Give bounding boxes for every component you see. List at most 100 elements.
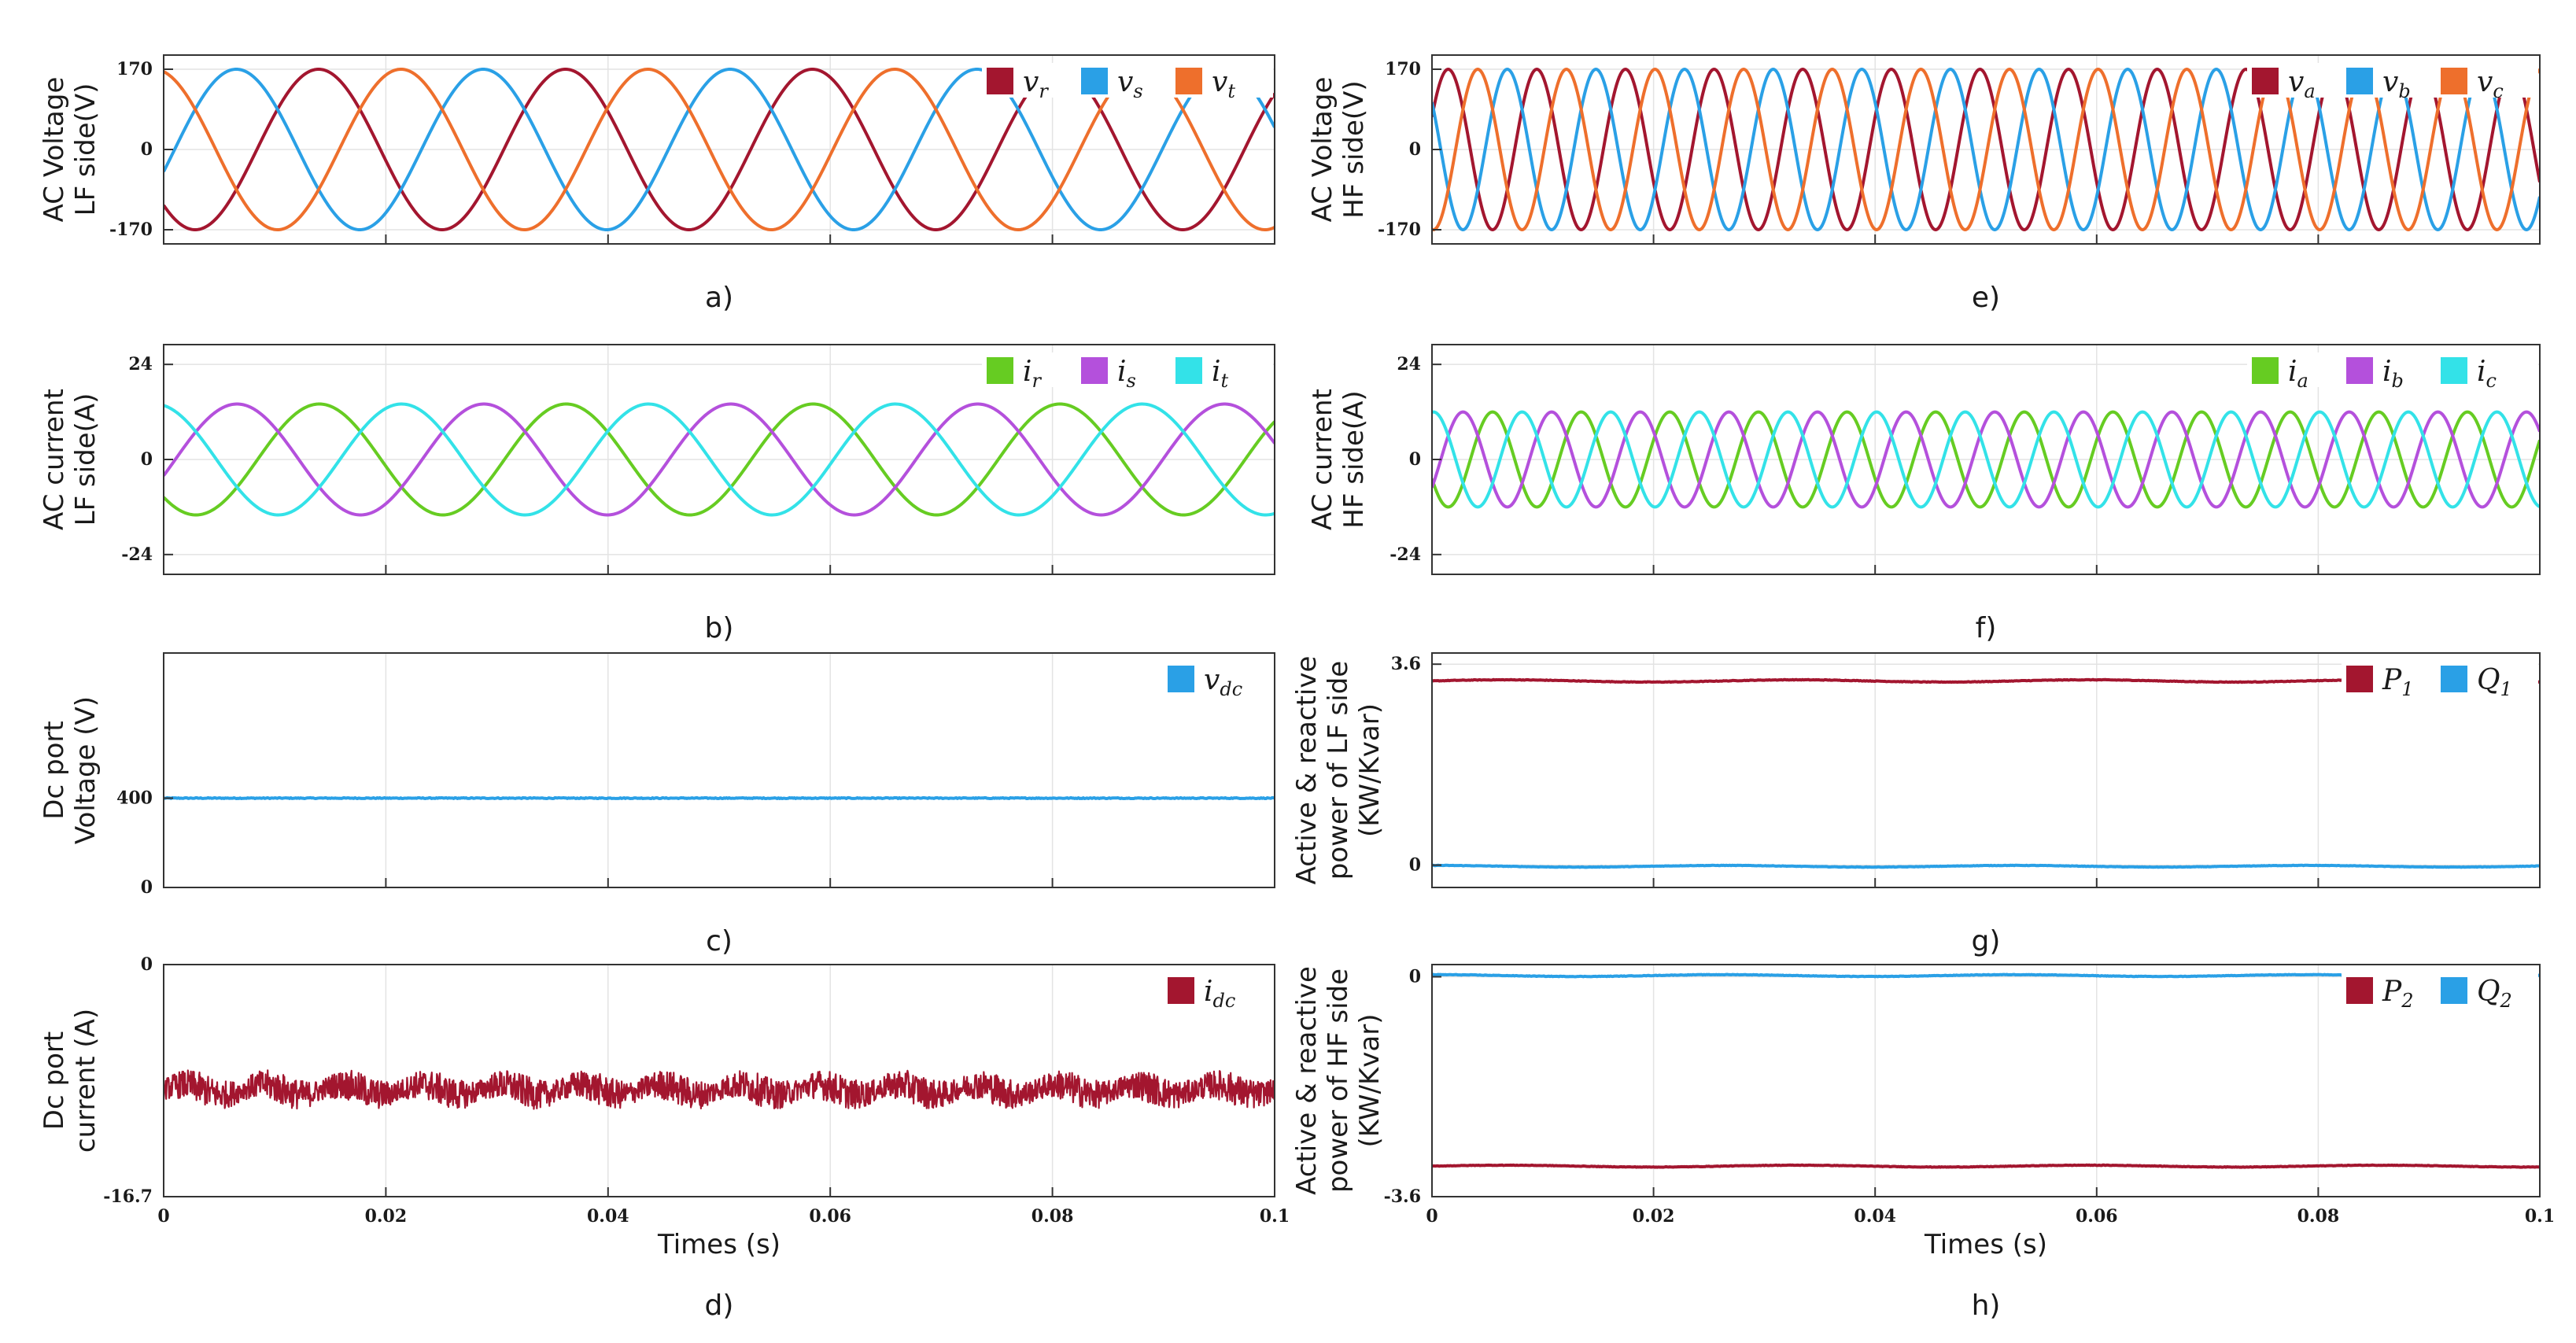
- caption-c: c): [706, 925, 733, 957]
- axes-frame-h: [1431, 964, 2541, 1197]
- legend-g: P1 Q1: [2342, 661, 2538, 700]
- legend-label-v-t: vt: [1212, 66, 1235, 102]
- ylabel-f: AC currentHF side(A): [1307, 389, 1370, 530]
- ytick-label-h-1: 0: [1409, 967, 1421, 987]
- ylabel-line-b-0: AC current: [39, 389, 70, 530]
- legend-bg-h: [2342, 972, 2538, 1007]
- plot-area-c: [164, 653, 1275, 887]
- series-line-i-b: [1432, 410, 2540, 509]
- xtick-label-h-3: 0.06: [2076, 1206, 2118, 1227]
- xtick-label-h-1: 0.02: [1633, 1206, 1675, 1227]
- ylabel-c: Dc portVoltage (V): [39, 696, 101, 844]
- legend-label-i-b: ib: [2382, 356, 2404, 392]
- ylabel-line-h-1: power of HF side: [1323, 969, 1354, 1193]
- series-line-i-c: [1432, 410, 2540, 509]
- series-line-v-t: [164, 68, 1275, 231]
- legend-bg-a: [982, 63, 1273, 98]
- chart-b: -24 0 24 AC currentLF side(A) b) ir is it: [39, 344, 1275, 644]
- legend-label-v-b: vb: [2382, 66, 2411, 102]
- legend-swatch-i-t: [1175, 357, 1202, 384]
- chart-a: -170 0 170 AC VoltageLF side(V) a) vr vs vt: [39, 54, 1275, 314]
- series-group-f: [1432, 410, 2540, 509]
- series-line-v-s: [164, 68, 1275, 231]
- ylabel-g: Active & reactivepower of LF side(KW/Kva…: [1291, 656, 1386, 885]
- axes-frame-c: [163, 652, 1275, 888]
- legend-label-Q-1: Q1: [2477, 664, 2512, 700]
- legend-swatch-i-a: [2252, 357, 2279, 384]
- legend-bg-e: [2247, 63, 2538, 98]
- legend-swatch-i-b: [2346, 357, 2373, 384]
- ytick-label-g-1: 3.6: [1391, 654, 1421, 674]
- caption-d: d): [705, 1290, 734, 1322]
- legend-label-v-a: va: [2288, 66, 2316, 102]
- ylabel-line-g-1: power of LF side: [1323, 661, 1354, 880]
- legend-bg-g: [2342, 661, 2538, 695]
- ylabel-line-a-1: LF side(V): [70, 83, 101, 216]
- ylabel-b: AC currentLF side(A): [39, 389, 101, 530]
- legend-label-i-s: is: [1117, 356, 1136, 392]
- ylabel-line-a-0: AC Voltage: [39, 77, 70, 223]
- legend-swatch-Q-1: [2441, 666, 2467, 692]
- chart-e: -170 0 170 AC VoltageHF side(V) e) va vb vc: [1307, 54, 2541, 314]
- ylabel-line-f-1: HF side(A): [1338, 390, 1370, 528]
- legend-b: ir is it: [982, 352, 1273, 392]
- xtick-label-d-4: 0.08: [1032, 1206, 1074, 1227]
- ytick-label-a-0: -170: [109, 220, 153, 240]
- legend-swatch-i-c: [2441, 357, 2467, 384]
- caption-e: e): [1972, 282, 2000, 314]
- ytick-label-e-1: 0: [1409, 139, 1421, 160]
- ytick-label-c-0: 0: [141, 877, 153, 898]
- ylabel-line-f-0: AC current: [1307, 389, 1338, 530]
- ytick-label-e-2: 170: [1385, 59, 1421, 79]
- xtick-label-d-3: 0.06: [809, 1206, 851, 1227]
- xtick-label-h-5: 0.1: [2525, 1206, 2555, 1227]
- legend-swatch-v-s: [1081, 68, 1108, 94]
- ylabel-line-b-1: LF side(A): [70, 393, 101, 526]
- axes-frame-d: [163, 964, 1275, 1197]
- series-line-v-b: [1432, 68, 2540, 231]
- ytick-label-e-0: -170: [1378, 220, 1421, 240]
- ylabel-line-e-0: AC Voltage: [1307, 77, 1338, 223]
- legend-label-i-c: ic: [2477, 356, 2497, 392]
- xtick-label-d-2: 0.04: [587, 1206, 629, 1227]
- series-line-i-t: [164, 402, 1275, 517]
- legend-label-v-s: vs: [1117, 66, 1143, 102]
- legend-c: vdc: [1163, 661, 1273, 700]
- legend-h: P2 Q2: [2342, 972, 2538, 1012]
- ytick-label-b-0: -24: [121, 544, 153, 565]
- series-line-i-dc: [164, 1069, 1275, 1110]
- ylabel-d: Dc portcurrent (A): [39, 1009, 101, 1153]
- ytick-label-g-0: 0: [1409, 855, 1421, 876]
- ylabel-h: Active & reactivepower of HF side(KW/Kva…: [1291, 966, 1386, 1195]
- ylabel-line-c-1: Voltage (V): [70, 696, 101, 844]
- legend-a: vr vs vt: [982, 63, 1273, 102]
- legend-bg-b: [982, 352, 1273, 387]
- series-line-i-r: [164, 402, 1275, 517]
- ylabel-line-c-0: Dc port: [39, 721, 70, 819]
- legend-swatch-v-dc: [1168, 666, 1194, 692]
- legend-label-i-r: ir: [1023, 356, 1043, 392]
- xlabel-h: Times (s): [1924, 1229, 2047, 1260]
- legend-swatch-v-t: [1175, 68, 1202, 94]
- legend-swatch-Q-2: [2441, 977, 2467, 1004]
- legend-bg-f: [2247, 352, 2538, 387]
- xtick-label-d-0: 0: [157, 1206, 169, 1227]
- chart-c: 0 400 Dc portVoltage (V) c) vdc: [39, 652, 1275, 957]
- legend-swatch-i-dc: [1168, 977, 1194, 1004]
- legend-swatch-i-r: [987, 357, 1013, 384]
- series-group-b: [164, 402, 1275, 517]
- ytick-label-h-0: -3.6: [1384, 1186, 1421, 1207]
- series-line-v-dc: [164, 795, 1275, 801]
- xtick-label-d-5: 0.1: [1260, 1206, 1290, 1227]
- axes-frame-g: [1431, 652, 2541, 888]
- series-line-i-a: [1432, 410, 2540, 509]
- ytick-label-d-1: 0: [141, 954, 153, 975]
- legend-label-v-r: vr: [1023, 66, 1049, 102]
- legend-label-v-c: vc: [2477, 66, 2504, 102]
- legend-e: va vb vc: [2247, 63, 2538, 102]
- ytick-label-f-0: -24: [1389, 544, 1421, 565]
- ylabel-line-h-2: (KW/Kvar): [1354, 1014, 1386, 1148]
- ylabel-e: AC VoltageHF side(V): [1307, 77, 1370, 223]
- series-group-c: [164, 795, 1275, 801]
